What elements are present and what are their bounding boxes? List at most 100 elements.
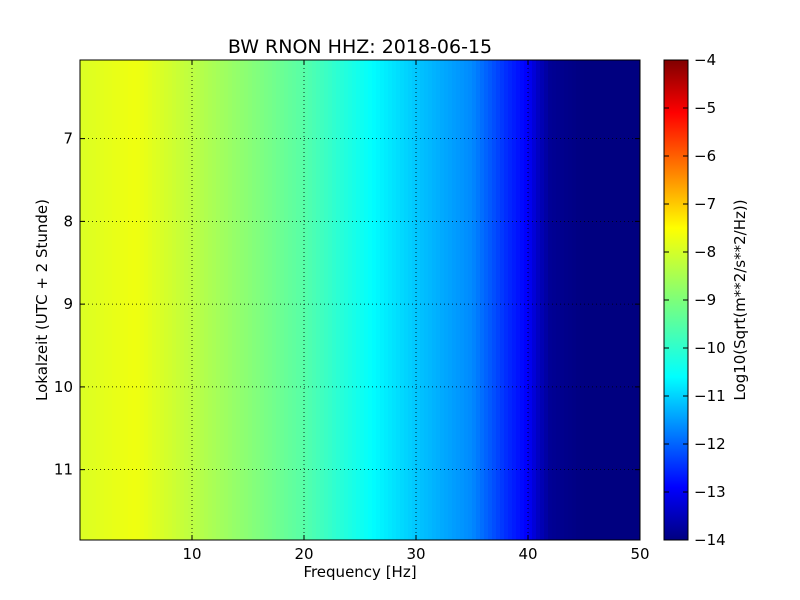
spectrogram-cell: [480, 60, 485, 540]
spectrogram-cell: [400, 60, 405, 540]
spectrogram-cell: [540, 60, 545, 540]
spectrogram-cell: [316, 60, 321, 540]
spectrogram-cell: [140, 60, 145, 540]
spectrogram-cell: [508, 60, 513, 540]
spectrogram-cell: [240, 60, 245, 540]
plot-frame: [79, 59, 641, 541]
x-axis-label: Frequency [Hz]: [303, 563, 416, 581]
spectrogram-cell: [460, 60, 465, 540]
spectrogram-cell: [120, 60, 125, 540]
spectrogram-cell: [452, 60, 457, 540]
spectrogram-cell: [200, 60, 205, 540]
spectrogram-cell: [280, 60, 285, 540]
spectrogram-cell: [252, 60, 257, 540]
colorbar-axis: −4 −5 −6 −7 −8 −9 −10 −11 −12 −13 −14: [664, 51, 726, 549]
spectrogram-cell: [332, 60, 337, 540]
spectrogram-cell: [124, 60, 129, 540]
spectrogram-cell: [608, 60, 613, 540]
spectrogram-cell: [440, 60, 445, 540]
spectrogram-cell: [148, 60, 153, 540]
spectrogram-cell: [220, 60, 225, 540]
spectrogram-cell: [416, 60, 421, 540]
spectrogram-cell: [92, 60, 97, 540]
spectrogram-cell: [232, 60, 237, 540]
spectrogram-cell: [168, 60, 173, 540]
spectrogram-cell: [532, 60, 537, 540]
spectrogram-cell: [448, 60, 453, 540]
spectrogram-cell: [476, 60, 481, 540]
spectrogram-cell: [136, 60, 141, 540]
x-axis: 10 20 30 40 50: [182, 60, 650, 563]
spectrogram-cell: [176, 60, 181, 540]
spectrogram-cell: [576, 60, 581, 540]
y-tick-label: 9: [63, 295, 73, 313]
spectrogram-cell: [596, 60, 601, 540]
spectrogram-cell: [328, 60, 333, 540]
spectrogram-cell: [212, 60, 217, 540]
spectrogram-cell: [312, 60, 317, 540]
spectrogram-cell: [564, 60, 569, 540]
spectrogram-heatmap: [80, 60, 640, 540]
spectrogram-cell: [364, 60, 369, 540]
spectrogram-cell: [584, 60, 589, 540]
spectrogram-cell: [300, 60, 305, 540]
spectrogram-cell: [256, 60, 261, 540]
colorbar-tick-label: −14: [694, 531, 726, 549]
spectrogram-cell: [100, 60, 105, 540]
spectrogram-cell: [524, 60, 529, 540]
spectrogram-cell: [444, 60, 449, 540]
y-tick-label: 11: [54, 461, 73, 479]
colorbar-tick-label: −6: [694, 147, 716, 165]
spectrogram-cell: [228, 60, 233, 540]
spectrogram-cell: [548, 60, 553, 540]
spectrogram-cell: [408, 60, 413, 540]
spectrogram-cell: [600, 60, 605, 540]
spectrogram-cell: [376, 60, 381, 540]
spectrogram-cell: [324, 60, 329, 540]
spectrogram-cell: [224, 60, 229, 540]
spectrogram-cell: [284, 60, 289, 540]
spectrogram-cell: [112, 60, 117, 540]
spectrogram-cell: [604, 60, 609, 540]
x-tick-label: 40: [518, 545, 537, 563]
spectrogram-cell: [404, 60, 409, 540]
spectrogram-cell: [156, 60, 161, 540]
colorbar-tick-label: −4: [694, 51, 716, 69]
spectrogram-cell: [468, 60, 473, 540]
spectrogram-cell: [516, 60, 521, 540]
spectrogram-cell: [116, 60, 121, 540]
spectrogram-cell: [568, 60, 573, 540]
spectrogram-cell: [500, 60, 505, 540]
spectrogram-cell: [572, 60, 577, 540]
spectrogram-cell: [392, 60, 397, 540]
spectrogram-cell: [588, 60, 593, 540]
spectrogram-cell: [636, 60, 640, 540]
spectrogram-cell: [428, 60, 433, 540]
spectrogram-cell: [612, 60, 617, 540]
spectrogram-cell: [372, 60, 377, 540]
spectrogram-cell: [528, 60, 533, 540]
spectrogram-cell: [592, 60, 597, 540]
spectrogram-cell: [488, 60, 493, 540]
spectrogram-cell: [108, 60, 113, 540]
colorbar-tick-label: −11: [694, 387, 726, 405]
spectrogram-cell: [152, 60, 157, 540]
spectrogram-cell: [380, 60, 385, 540]
colorbar-tick-label: −13: [694, 483, 726, 501]
spectrogram-cell: [208, 60, 213, 540]
y-axis-label: Lokalzeit (UTC + 2 Stunde): [33, 199, 51, 401]
spectrogram-cell: [424, 60, 429, 540]
spectrogram-cell: [84, 60, 89, 540]
spectrogram-cell: [616, 60, 621, 540]
spectrogram-cell: [560, 60, 565, 540]
spectrogram-cell: [308, 60, 313, 540]
y-tick-label: 8: [63, 212, 73, 230]
plot-grid: [80, 60, 640, 540]
spectrogram-cell: [336, 60, 341, 540]
spectrogram-cell: [288, 60, 293, 540]
spectrogram-cell: [264, 60, 269, 540]
spectrogram-cell: [504, 60, 509, 540]
spectrogram-cell: [436, 60, 441, 540]
colorbar-tick-label: −12: [694, 435, 726, 453]
spectrogram-cell: [88, 60, 93, 540]
